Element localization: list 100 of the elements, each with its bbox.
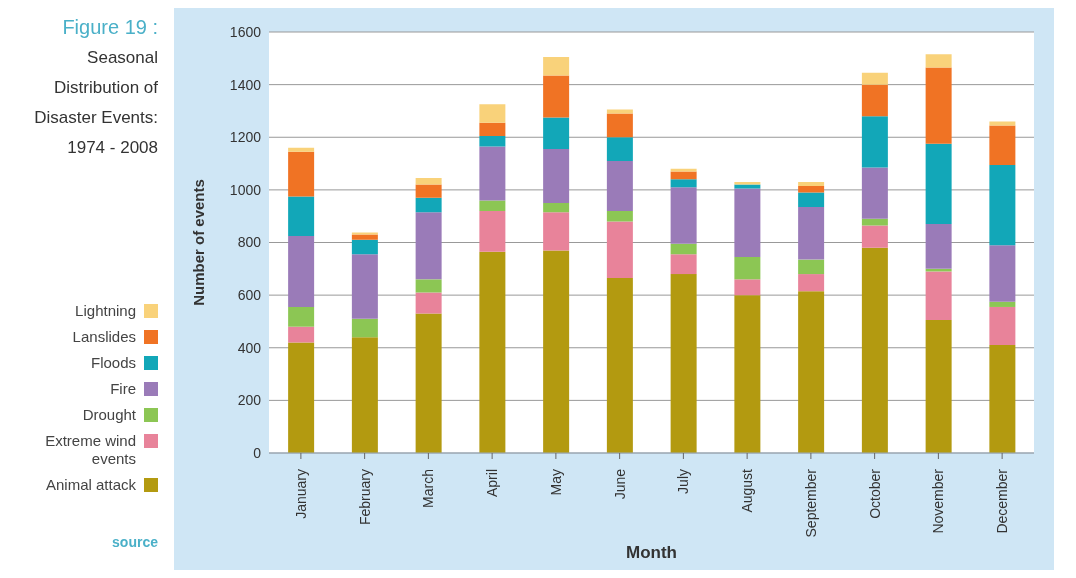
bar (479, 122, 506, 136)
bar (288, 306, 315, 327)
bar (543, 57, 570, 76)
bar (861, 247, 888, 453)
bar (925, 67, 952, 144)
bar (415, 313, 442, 453)
bar (861, 167, 888, 219)
bar (670, 179, 697, 188)
x-tick-label: September (802, 468, 819, 538)
bar (288, 342, 315, 453)
y-tick-label: 600 (237, 287, 262, 304)
bar (670, 187, 697, 244)
bar (351, 239, 378, 255)
bar (798, 259, 825, 275)
bar (734, 184, 761, 189)
bar (989, 306, 1016, 346)
x-tick-label: November (930, 468, 947, 534)
legend-label: Floods (89, 354, 136, 372)
bar (798, 185, 825, 193)
bar (670, 243, 697, 255)
bar (415, 197, 442, 213)
bar (734, 181, 761, 185)
bar (989, 301, 1016, 307)
bar (288, 196, 315, 236)
bar (415, 279, 442, 293)
text: Seasonal Distribution of Disaster Events: 1974 - 2008 (33, 47, 158, 159)
bar (798, 192, 825, 207)
x-tick-label: December (994, 468, 1011, 534)
bar (989, 121, 1016, 126)
x-tick-label: October (866, 468, 883, 519)
text: source (112, 534, 158, 550)
bar (670, 274, 697, 453)
bar (351, 318, 378, 338)
bar (351, 232, 378, 235)
bar (479, 210, 506, 252)
bar (415, 178, 442, 185)
bar (861, 72, 888, 85)
legend-label: Extreme wind events (44, 432, 136, 468)
bar (351, 234, 378, 240)
y-tick-label: 1600 (229, 23, 262, 40)
bar (479, 146, 506, 201)
bar (925, 224, 952, 269)
legend-label: Animal attack (44, 476, 136, 494)
bar (989, 245, 1016, 302)
legend-label: Fire (109, 380, 136, 398)
legend-label: Lightning (74, 302, 136, 320)
x-tick-label: June (611, 468, 628, 500)
y-tick-label: 1400 (229, 76, 262, 93)
bar (989, 125, 1016, 165)
chart-title: Figure 19 : (62, 16, 158, 39)
y-tick-label: 400 (237, 339, 262, 356)
y-tick-label: 1200 (229, 129, 262, 146)
bar (670, 254, 697, 275)
bar (989, 164, 1016, 246)
bar (479, 104, 506, 123)
bar (415, 184, 442, 198)
bar (861, 116, 888, 168)
bar (606, 221, 633, 279)
bar (798, 291, 825, 453)
bar (606, 278, 633, 453)
bar (734, 279, 761, 296)
bar (925, 320, 952, 453)
y-tick-label: 1000 (229, 181, 262, 198)
bar (543, 75, 570, 118)
bar (543, 149, 570, 204)
bar (415, 212, 442, 280)
x-tick-label: August (739, 468, 756, 513)
y-axis-title: Number of events (190, 179, 208, 306)
bar (606, 210, 633, 222)
bar (861, 218, 888, 226)
x-tick-label: January (292, 469, 309, 519)
bar (288, 147, 315, 152)
bar (861, 84, 888, 117)
y-tick-label: 0 (253, 444, 262, 461)
bar (861, 225, 888, 248)
bar (925, 271, 952, 321)
bar (479, 200, 506, 211)
bar (543, 212, 570, 251)
bar (288, 326, 315, 343)
bar (734, 188, 761, 257)
bar (734, 295, 761, 453)
bar (606, 113, 633, 138)
bar (925, 143, 952, 225)
bar (989, 345, 1016, 453)
bar (543, 117, 570, 150)
bar (351, 254, 378, 319)
bar (479, 251, 506, 453)
bar (606, 137, 633, 161)
bar (670, 171, 697, 180)
bar (415, 292, 442, 314)
x-tick-label: July (675, 469, 692, 494)
bar (288, 235, 315, 307)
bar (351, 337, 378, 453)
legend-label: Drought (81, 406, 136, 424)
bar (543, 203, 570, 213)
y-tick-label: 800 (237, 234, 262, 251)
x-tick-label: May (547, 469, 564, 496)
bar (925, 54, 952, 68)
bar (606, 109, 633, 114)
bar (543, 250, 570, 453)
